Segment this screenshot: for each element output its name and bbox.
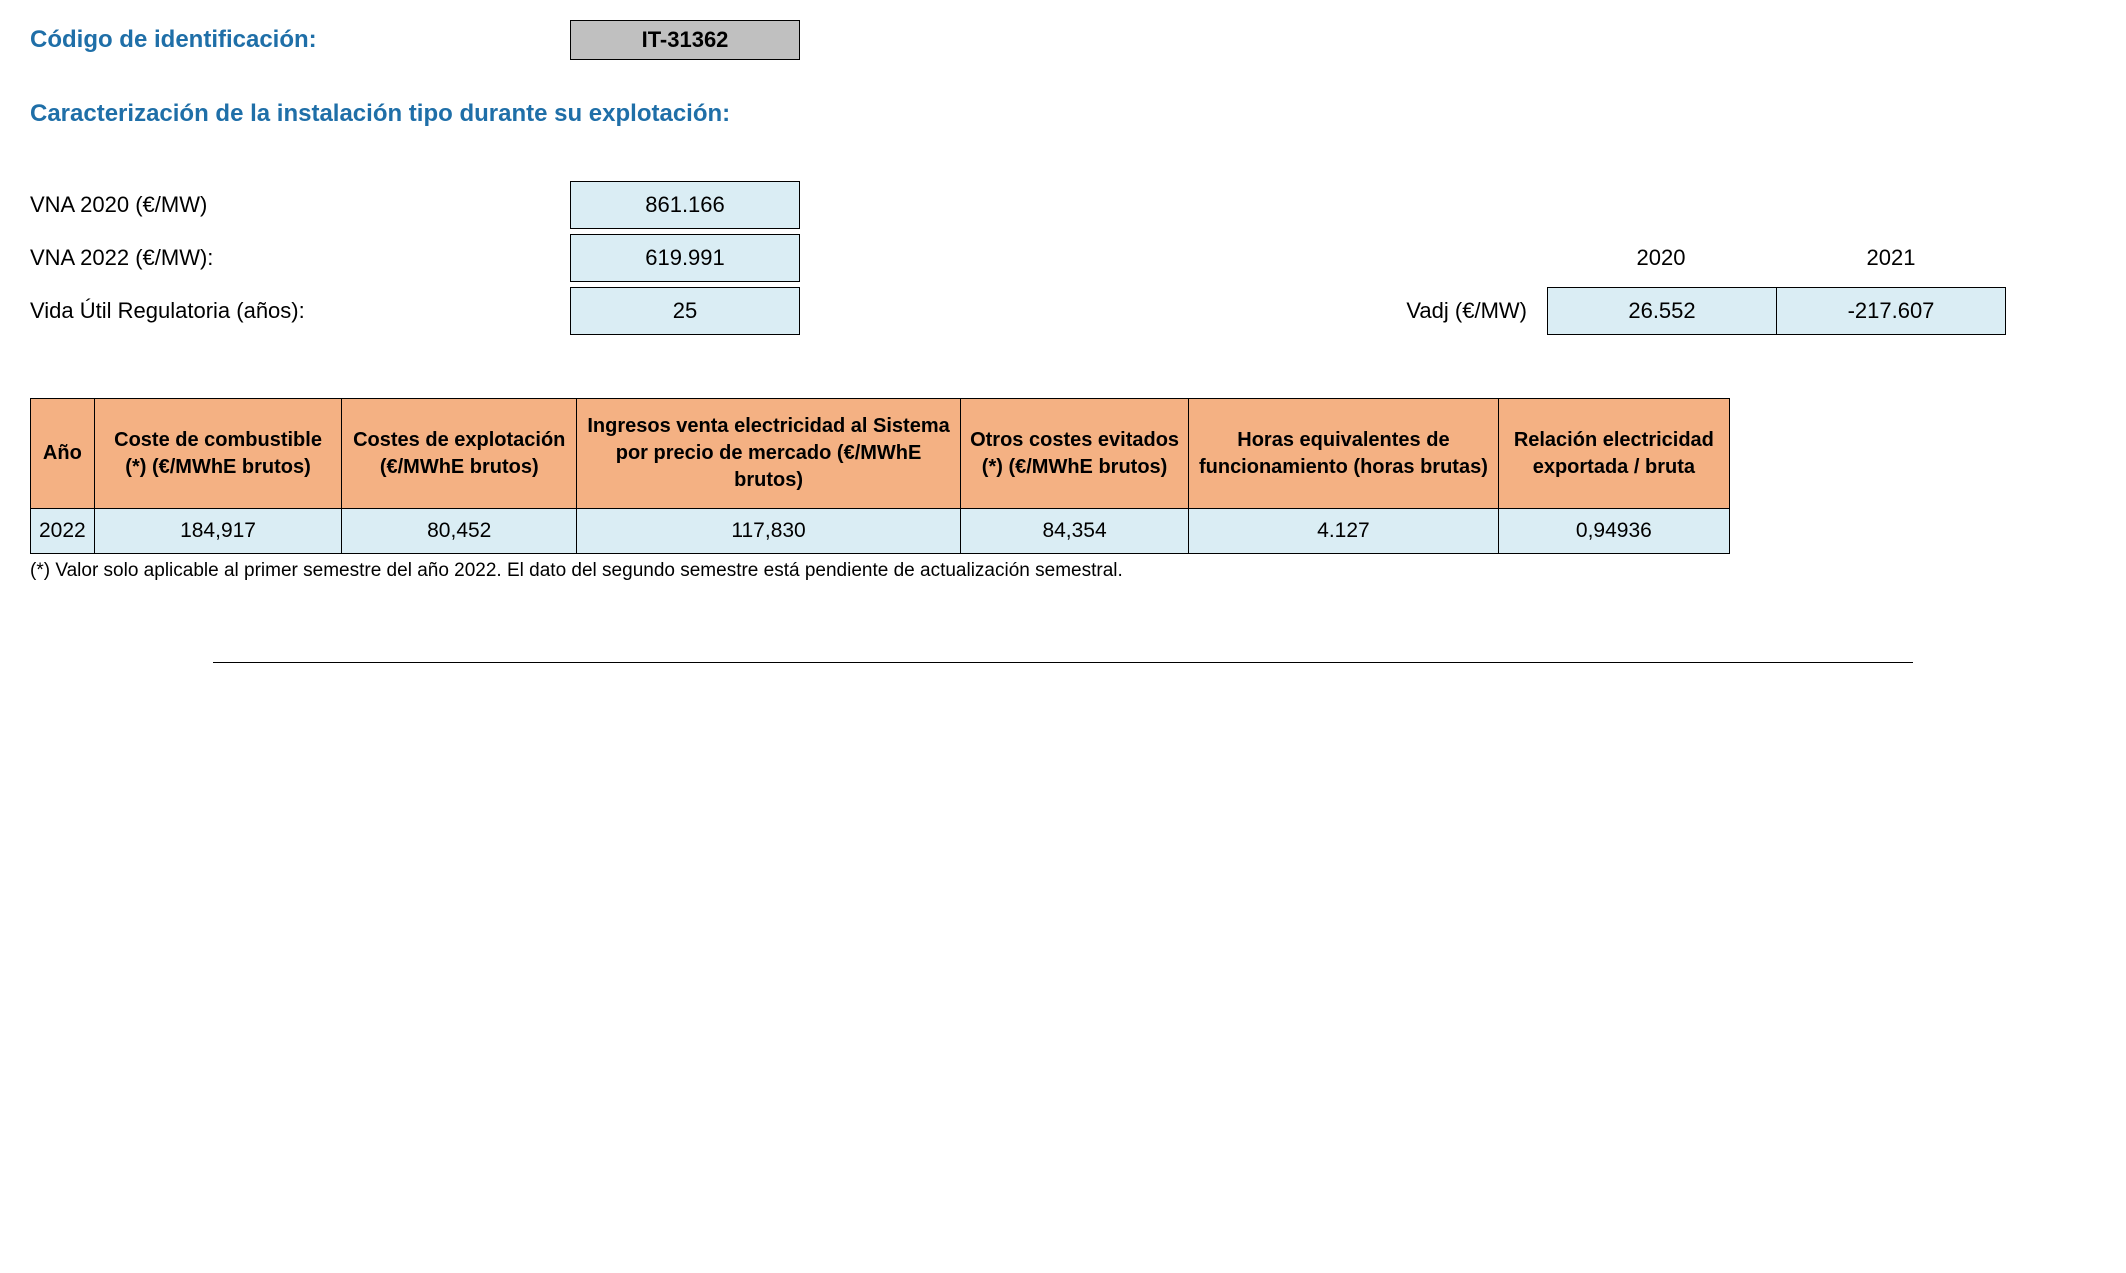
vadj-row: Vadj (€/MW) 26.552 -217.607 bbox=[1367, 287, 2006, 335]
col-year: Año bbox=[31, 399, 95, 509]
identification-code: IT-31362 bbox=[570, 20, 800, 60]
table-row: 2022 184,917 80,452 117,830 84,354 4.127… bbox=[31, 509, 1730, 554]
col-export-ratio: Relación electricidad exportada / bruta bbox=[1498, 399, 1729, 509]
footnote: (*) Valor solo aplicable al primer semes… bbox=[30, 560, 2096, 582]
header-row: Código de identificación: IT-31362 bbox=[30, 20, 2096, 60]
vadj-year-2021: 2021 bbox=[1776, 245, 2006, 271]
cell-equiv-hours: 4.127 bbox=[1189, 509, 1499, 554]
vadj-label: Vadj (€/MW) bbox=[1367, 298, 1527, 324]
cell-operating-cost: 80,452 bbox=[342, 509, 577, 554]
vadj-year-2020: 2020 bbox=[1546, 245, 1776, 271]
col-equiv-hours: Horas equivalentes de funcionamiento (ho… bbox=[1189, 399, 1499, 509]
vadj-years-header: 2020 2021 bbox=[1546, 245, 2006, 271]
vna2020-label: VNA 2020 (€/MW) bbox=[30, 192, 570, 218]
cell-year: 2022 bbox=[31, 509, 95, 554]
header-label: Código de identificación: bbox=[30, 26, 570, 54]
vna2020-row: VNA 2020 (€/MW) 861.166 bbox=[30, 178, 2096, 232]
vida-util-label: Vida Útil Regulatoria (años): bbox=[30, 298, 570, 324]
table-header-row: Año Coste de combustible (*) (€/MWhE bru… bbox=[31, 399, 1730, 509]
vna2022-label: VNA 2022 (€/MW): bbox=[30, 245, 570, 271]
vida-util-row: Vida Útil Regulatoria (años): 25 Vadj (€… bbox=[30, 284, 2096, 338]
vadj-value-2021: -217.607 bbox=[1776, 287, 2006, 335]
parameters-block: VNA 2020 (€/MW) 861.166 VNA 2022 (€/MW):… bbox=[30, 178, 2096, 338]
vna2020-value: 861.166 bbox=[570, 181, 800, 229]
col-fuel-cost: Coste de combustible (*) (€/MWhE brutos) bbox=[94, 399, 342, 509]
cell-avoided-cost: 84,354 bbox=[960, 509, 1188, 554]
cell-fuel-cost: 184,917 bbox=[94, 509, 342, 554]
vna2022-row: VNA 2022 (€/MW): 619.991 2020 2021 bbox=[30, 231, 2096, 285]
section-divider bbox=[213, 662, 1913, 663]
cell-market-income: 117,830 bbox=[577, 509, 961, 554]
col-avoided-cost: Otros costes evitados (*) (€/MWhE brutos… bbox=[960, 399, 1188, 509]
section-title: Caracterización de la instalación tipo d… bbox=[30, 100, 2096, 128]
col-operating-cost: Costes de explotación (€/MWhE brutos) bbox=[342, 399, 577, 509]
vadj-value-2020: 26.552 bbox=[1547, 287, 1777, 335]
vna2022-value: 619.991 bbox=[570, 234, 800, 282]
col-market-income: Ingresos venta electricidad al Sistema p… bbox=[577, 399, 961, 509]
cell-export-ratio: 0,94936 bbox=[1498, 509, 1729, 554]
main-data-table: Año Coste de combustible (*) (€/MWhE bru… bbox=[30, 398, 1730, 554]
vida-util-value: 25 bbox=[570, 287, 800, 335]
